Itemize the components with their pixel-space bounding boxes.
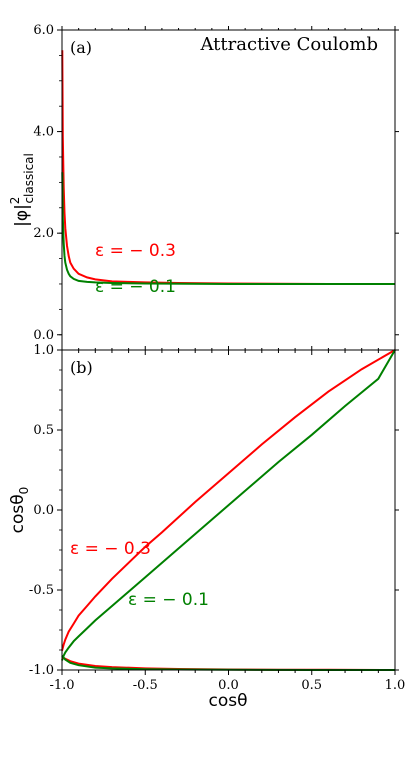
- panel-b-xtick-label-4: 1.0: [385, 678, 406, 693]
- panel-a-ylabel: |φ|2classical: [8, 153, 36, 227]
- panel-a-series-line-1: [61, 172, 395, 285]
- panel-b-ytick-label-4: 1.0: [33, 343, 54, 358]
- svg-text:cosθ0: cosθ0: [8, 487, 31, 534]
- panel-b-frame: [61, 349, 396, 671]
- panel-a-series-label-red: ε = − 0.3: [95, 241, 176, 261]
- panel-b-ytick-label-2: 0.0: [33, 503, 54, 518]
- panel-a: 0.0 2.0 4.0 6.0 (a) Attractive Coulomb ε = …: [8, 23, 399, 355]
- panel-b-series-line-1: [61, 349, 396, 661]
- panel-b-xtick-label-1: -0.5: [133, 678, 158, 693]
- panel-b-ytick-label-0: -1.0: [29, 663, 54, 678]
- panel-a-ytick-label-0: 0.0: [33, 328, 54, 343]
- panel-a-series-label-green: ε = − 0.1: [95, 277, 176, 297]
- panel-b-series-label-green: ε = − 0.1: [128, 590, 209, 610]
- panel-a-ylabel-sup: 2: [8, 197, 22, 205]
- panel-b-xlabel: cosθ: [208, 691, 247, 711]
- panel-b-ylabel-main: cosθ: [8, 494, 28, 533]
- panel-a-ytick-label-1: 2.0: [33, 226, 54, 241]
- svg-text:|φ|2classical: |φ|2classical: [8, 153, 36, 227]
- panel-a-frame: [61, 29, 396, 351]
- panel-b-xtick-label-0: -1.0: [49, 678, 74, 693]
- panel-a-ylabel-sub: classical: [22, 153, 36, 203]
- panel-a-ticks: 0.0 2.0 4.0 6.0: [33, 23, 399, 355]
- panel-b-xtick-label-3: 0.5: [301, 678, 322, 693]
- panel-b-ylabel: cosθ0: [8, 487, 31, 534]
- panel-b-xtick-label-2: 0.0: [218, 678, 239, 693]
- panel-b-label: (b): [70, 358, 93, 377]
- panel-b-series-line-3: [61, 654, 395, 671]
- panel-b-ytick-label-3: 0.5: [33, 423, 54, 438]
- panel-a-ytick-label-3: 6.0: [33, 23, 54, 38]
- panel-a-title: Attractive Coulomb: [200, 34, 379, 55]
- panel-a-ytick-label-2: 4.0: [33, 125, 54, 140]
- panel-b-ticks: -1.0 -0.5 0.0 0.5 1.0 -1.0 -0.5 0.0 0.5 1.0: [29, 343, 405, 693]
- panel-b-ytick-label-1: -0.5: [29, 583, 54, 598]
- panel-a-curves: [61, 50, 395, 285]
- panel-a-ylabel-main: |φ|: [12, 204, 32, 227]
- panel-b-ylabel-sub: 0: [17, 487, 31, 495]
- panel-b-curves: [61, 349, 396, 671]
- panel-a-label: (a): [70, 38, 92, 57]
- panel-b: -1.0 -0.5 0.0 0.5 1.0 -1.0 -0.5 0.0 0.5 1.0 (b) ε…: [8, 343, 405, 711]
- panel-b-series-line-0: [61, 349, 396, 652]
- panel-b-series-label-red: ε = − 0.3: [70, 539, 151, 559]
